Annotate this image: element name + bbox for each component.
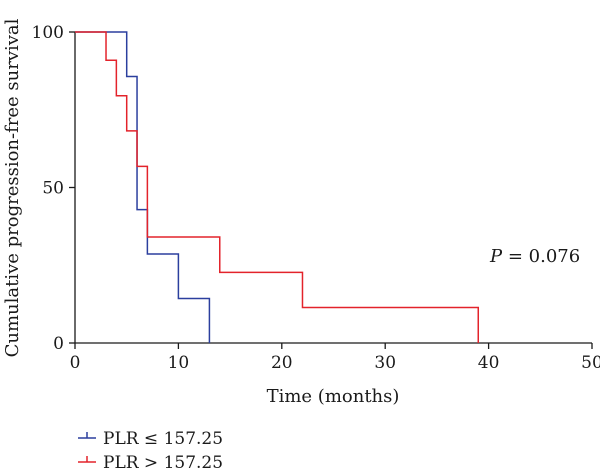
y-tick-label: 50: [42, 179, 64, 199]
y-tick-label: 0: [53, 334, 64, 354]
legend-label-plr-high: PLR > 157.25: [103, 453, 223, 473]
axes: [74, 32, 592, 344]
x-tick-label: 0: [70, 353, 81, 373]
series-line-plr-low: [75, 31, 211, 343]
x-tick-label: 50: [581, 353, 600, 373]
legend-item-plr-low: PLR ≤ 157.25: [78, 429, 223, 449]
series-layer: [75, 31, 480, 343]
p-value-text: = 0.076: [502, 246, 580, 267]
ticks: 0 10 20 30 40 50 0 50 100: [32, 23, 600, 373]
p-symbol: P: [489, 246, 503, 267]
x-axis-title: Time (months): [267, 386, 400, 407]
x-tick-label: 40: [478, 353, 500, 373]
p-value-annotation: P = 0.076: [489, 246, 580, 267]
y-tick-label: 100: [32, 23, 64, 43]
y-axis-title: Cumulative progression-free survival: [2, 18, 23, 357]
legend: PLR ≤ 157.25 PLR > 157.25: [78, 429, 223, 473]
x-tick-label: 20: [271, 353, 293, 373]
legend-item-plr-high: PLR > 157.25: [78, 453, 223, 473]
x-tick-label: 30: [374, 353, 396, 373]
legend-label-plr-low: PLR ≤ 157.25: [103, 429, 223, 449]
series-line-plr-high: [75, 31, 480, 343]
x-tick-label: 10: [168, 353, 190, 373]
